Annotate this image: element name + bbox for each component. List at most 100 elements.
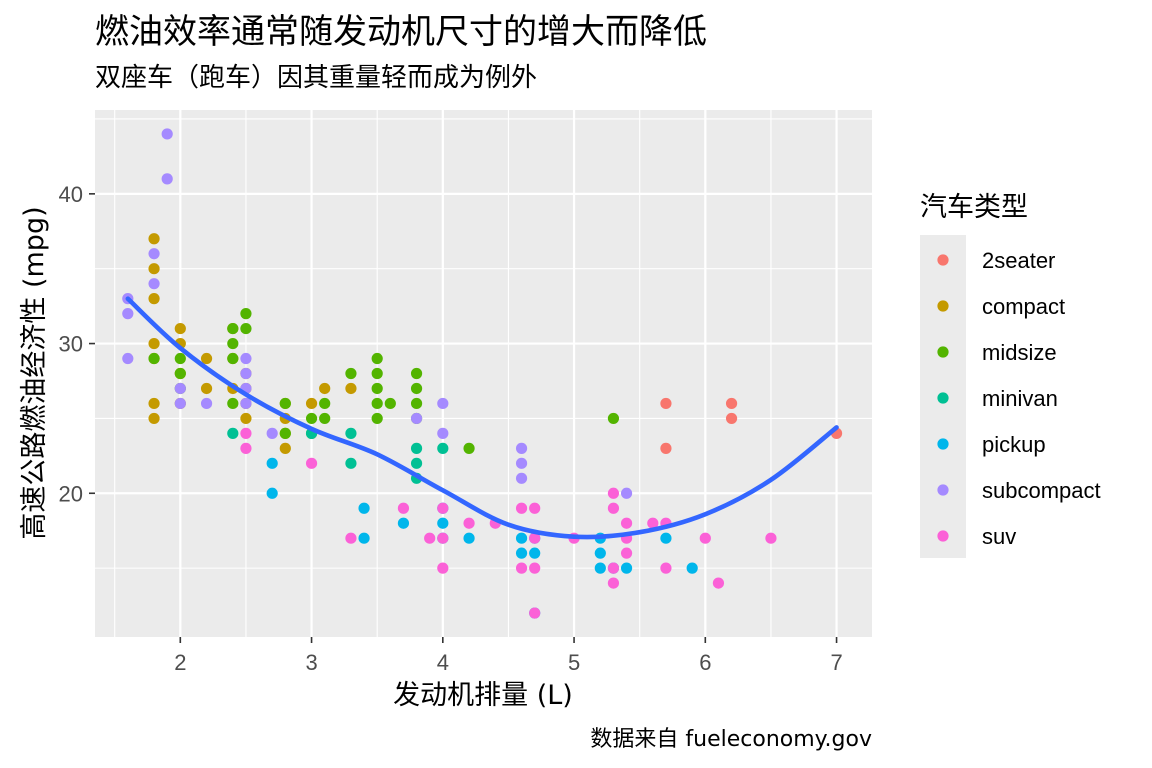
data-point-midsize [607, 412, 620, 425]
data-point-suv [424, 532, 436, 544]
data-point-2seater [660, 397, 672, 410]
x-tick-label: 2 [174, 650, 186, 675]
x-tick-label: 6 [699, 650, 711, 675]
data-point-pickup [660, 532, 672, 544]
data-point-subcompact [266, 427, 278, 439]
data-point-compact [240, 412, 252, 425]
chart-title: 燃油效率通常随发动机尺寸的增大而降低 [95, 12, 707, 52]
data-point-pickup [463, 532, 475, 544]
legend-label-midsize: midsize [982, 340, 1057, 365]
data-point-subcompact [122, 308, 134, 320]
data-point-suv [240, 442, 252, 454]
data-point-compact [148, 337, 160, 350]
data-point-midsize [227, 352, 239, 365]
legend-label-pickup: pickup [982, 432, 1046, 457]
data-point-suv [437, 532, 449, 544]
data-point-compact [305, 397, 318, 410]
data-point-subcompact [200, 397, 213, 410]
data-point-midsize [305, 412, 318, 425]
data-point-midsize [410, 397, 423, 410]
data-point-minivan [227, 427, 239, 439]
data-point-compact [200, 382, 213, 395]
data-point-midsize [319, 412, 331, 425]
data-point-subcompact [515, 457, 528, 469]
data-point-pickup [594, 547, 606, 559]
data-point-pickup [358, 532, 370, 544]
data-point-subcompact [437, 427, 449, 439]
data-point-midsize [240, 308, 252, 320]
legend-key-pickup [937, 438, 949, 450]
data-point-midsize [371, 352, 383, 365]
data-point-suv [305, 457, 318, 469]
plot-panel [95, 110, 872, 637]
legend-key-2seater [937, 254, 949, 266]
legend-key-compact [937, 300, 949, 312]
data-point-subcompact [620, 487, 633, 499]
data-point-suv [437, 562, 449, 574]
data-point-midsize [227, 397, 239, 410]
chart-subtitle: 双座车（跑车）因其重量轻而成为例外 [95, 63, 537, 93]
data-point-midsize [240, 322, 252, 335]
data-point-minivan [437, 442, 449, 454]
data-point-subcompact [240, 352, 252, 365]
x-axis-title: 发动机排量 (L) [393, 680, 573, 711]
smooth-line [125, 296, 839, 540]
legend-key-subcompact [937, 484, 949, 496]
data-point-suv [345, 532, 357, 544]
data-point-suv [515, 502, 528, 514]
data-point-midsize [410, 367, 423, 380]
data-point-compact [148, 397, 160, 410]
data-point-subcompact [515, 472, 528, 484]
data-point-midsize [371, 412, 383, 425]
data-point-suv [529, 532, 541, 544]
data-point-subcompact [122, 352, 134, 365]
data-point-suv [699, 532, 711, 544]
legend-key-midsize [937, 346, 949, 358]
data-point-suv [620, 547, 633, 559]
y-tick-label: 40 [59, 182, 83, 207]
data-point-compact [319, 382, 331, 395]
data-point-subcompact [161, 128, 173, 140]
data-point-pickup [620, 562, 633, 574]
data-point-compact [345, 382, 357, 395]
data-point-suv [607, 562, 620, 574]
data-point-compact [148, 293, 160, 305]
data-point-midsize [279, 427, 291, 439]
data-point-suv [529, 607, 541, 619]
legend-title: 汽车类型 [920, 192, 1028, 223]
data-point-pickup [529, 547, 541, 559]
x-axis-ticks: 2 3 4 5 6 7 [174, 637, 843, 675]
data-point-subcompact [240, 397, 252, 410]
x-tick-label: 3 [305, 650, 317, 675]
data-point-pickup [358, 502, 370, 514]
data-point-suv [607, 502, 620, 514]
data-point-minivan [345, 427, 357, 439]
legend-key-minivan [937, 392, 949, 404]
legend: 2seater compact midsize minivan pickup subcom… [937, 248, 1101, 549]
data-point-suv [607, 487, 620, 499]
data-point-compact [148, 412, 160, 425]
legend-label-compact: compact [982, 294, 1065, 319]
data-point-suv [463, 517, 475, 529]
data-point-compact [148, 263, 160, 275]
data-point-midsize [319, 397, 331, 410]
y-tick-label: 20 [59, 481, 83, 506]
data-point-minivan [410, 442, 423, 454]
data-point-2seater [725, 397, 738, 410]
data-point-midsize [463, 442, 475, 454]
data-point-pickup [515, 532, 528, 544]
data-point-subcompact [515, 442, 528, 454]
data-point-pickup [515, 547, 528, 559]
y-axis-title: 高速公路燃油经济性 (mpg) [19, 206, 50, 539]
data-point-compact [279, 442, 291, 454]
data-point-pickup [686, 562, 698, 574]
data-point-midsize [148, 352, 160, 365]
x-tick-label: 5 [568, 650, 580, 675]
data-point-subcompact [174, 382, 186, 395]
data-point-midsize [227, 337, 239, 350]
data-point-midsize [371, 397, 383, 410]
data-point-pickup [266, 457, 278, 469]
data-point-subcompact [174, 397, 186, 410]
data-point-minivan [345, 457, 357, 469]
